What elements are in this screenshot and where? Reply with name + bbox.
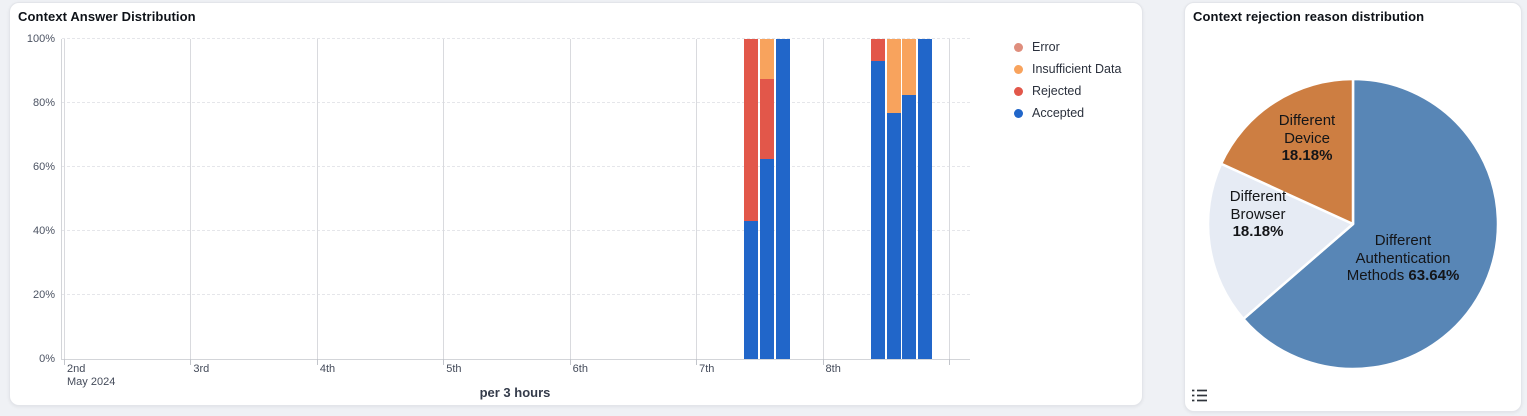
- chart-title: Context Answer Distribution: [18, 9, 196, 24]
- pie-label-different-browser: Different Browser 18.18%: [1185, 188, 1331, 241]
- legend-dot-icon: [1014, 108, 1023, 118]
- bar-segment-accepted[interactable]: [776, 39, 790, 359]
- pie-label-line: Different: [1229, 188, 1287, 205]
- bar-segment-accepted[interactable]: [760, 159, 775, 359]
- pie-label-line: Different: [1278, 112, 1336, 129]
- legend-toggle-icon[interactable]: [1192, 389, 1207, 402]
- bar-segment-accepted[interactable]: [886, 112, 901, 359]
- pie-chart-title: Context rejection reason distribution: [1193, 9, 1425, 24]
- legend-label: Insufficient Data: [1032, 62, 1122, 76]
- y-tick-label: 80%: [32, 97, 55, 109]
- gridline-horizontal: [62, 38, 970, 39]
- legend-dot-icon: [1014, 64, 1023, 74]
- context-answer-distribution-panel: Context Answer Distribution 0% 20% 40% 60% 8…: [9, 2, 1143, 406]
- x-axis-tick: [316, 359, 318, 365]
- stacked-bar[interactable]: [870, 39, 885, 359]
- pie-label-percent: 18.18%: [1232, 223, 1284, 240]
- bar-segment-accepted[interactable]: [902, 95, 917, 359]
- bar-segment-insufficient-data[interactable]: [886, 39, 901, 113]
- gridline-vertical: [696, 39, 698, 359]
- gridline-vertical: [316, 39, 318, 359]
- x-tick-label: 6th: [572, 363, 588, 375]
- legend-label: Error: [1032, 40, 1060, 54]
- context-rejection-reason-panel: Context rejection reason distribution Di…: [1184, 2, 1522, 412]
- stacked-bar[interactable]: [918, 39, 933, 359]
- gridline-vertical: [822, 39, 824, 359]
- gridline-horizontal: [62, 294, 970, 295]
- chart-legend: Error Insufficient Data Rejected Accepted: [1014, 36, 1121, 124]
- bar-segment-rejected[interactable]: [870, 39, 885, 62]
- x-axis-tick: [822, 359, 824, 365]
- legend-label: Accepted: [1032, 106, 1085, 120]
- x-axis-tick: [569, 359, 571, 365]
- gridline-horizontal: [62, 102, 970, 103]
- y-tick-label: 40%: [32, 225, 55, 237]
- stacked-bar[interactable]: [902, 39, 917, 359]
- legend-item-rejected[interactable]: Rejected: [1014, 80, 1121, 102]
- pie-label-line: Browser: [1230, 205, 1286, 223]
- pie-slice-different-browser[interactable]: [1207, 162, 1355, 321]
- gridline-vertical: [64, 39, 65, 359]
- legend-item-insufficient-data[interactable]: Insufficient Data: [1014, 58, 1121, 80]
- bar-segment-insufficient-data[interactable]: [760, 39, 775, 79]
- x-tick-label: 7th: [699, 363, 715, 375]
- x-axis-title: per 3 hours: [479, 385, 551, 400]
- stacked-bar[interactable]: [744, 39, 759, 359]
- pie-label-percent: 63.64%: [1408, 267, 1460, 284]
- bar-segment-insufficient-data[interactable]: [902, 39, 917, 95]
- bar-segment-rejected[interactable]: [744, 39, 759, 222]
- y-axis-labels: 0% 20% 40% 60% 80% 100%: [15, 33, 57, 365]
- gridline-vertical: [443, 39, 445, 359]
- stacked-bar[interactable]: [776, 39, 790, 359]
- y-tick-label: 60%: [32, 161, 55, 173]
- bar-segment-accepted[interactable]: [744, 221, 759, 359]
- x-axis-tick: [696, 359, 698, 365]
- legend-item-error[interactable]: Error: [1014, 36, 1121, 58]
- x-tick-sublabel: May 2024: [67, 376, 116, 388]
- gridline-vertical: [948, 39, 950, 359]
- x-tick-label: 2nd: [67, 363, 86, 375]
- y-tick-label: 100%: [26, 33, 55, 45]
- pie-label-line: Authentication: [1355, 249, 1451, 267]
- pie-label-percent: 18.18%: [1281, 147, 1333, 164]
- gridline-vertical: [190, 39, 192, 359]
- y-tick-label: 20%: [32, 289, 55, 301]
- x-axis-tick: [190, 359, 192, 365]
- stacked-bar[interactable]: [886, 39, 901, 359]
- gridline-horizontal: [62, 166, 970, 167]
- stacked-bar[interactable]: [760, 39, 775, 359]
- pie-label-line: Different: [1374, 232, 1432, 249]
- y-tick-label: 0%: [39, 353, 55, 365]
- x-axis-tick: [443, 359, 445, 365]
- legend-dot-icon: [1014, 86, 1023, 96]
- pie-label-line: Methods: [1346, 267, 1405, 284]
- pie-chart: [1207, 78, 1499, 370]
- pie-label-different-device: Different Device 18.18%: [1227, 112, 1387, 165]
- x-tick-label: 8th: [825, 363, 841, 375]
- bar-segment-accepted[interactable]: [918, 39, 933, 359]
- plot-area: 2nd May 2024 3rd 4th 5th 6th 7th 8th: [61, 38, 970, 388]
- legend-dot-icon: [1014, 42, 1023, 52]
- x-axis-tick: [64, 359, 65, 365]
- gridline-vertical: [569, 39, 571, 359]
- legend-item-accepted[interactable]: Accepted: [1014, 102, 1121, 124]
- gridline-horizontal: [62, 230, 970, 231]
- pie-label-line: Device: [1284, 129, 1330, 147]
- pie-slice-different-authentication-methods[interactable]: [1242, 78, 1499, 370]
- x-axis-tick: [948, 359, 950, 365]
- x-tick-label: 4th: [319, 363, 336, 375]
- pie-slice-different-device[interactable]: [1219, 78, 1355, 226]
- x-tick-label: 5th: [446, 363, 462, 375]
- legend-label: Rejected: [1032, 84, 1082, 98]
- bar-segment-rejected[interactable]: [760, 79, 775, 159]
- pie-label-different-authentication-methods: Different Authentication Methods 63.64%: [1308, 232, 1498, 285]
- x-tick-label: 3rd: [193, 363, 210, 375]
- bar-segment-accepted[interactable]: [870, 61, 885, 359]
